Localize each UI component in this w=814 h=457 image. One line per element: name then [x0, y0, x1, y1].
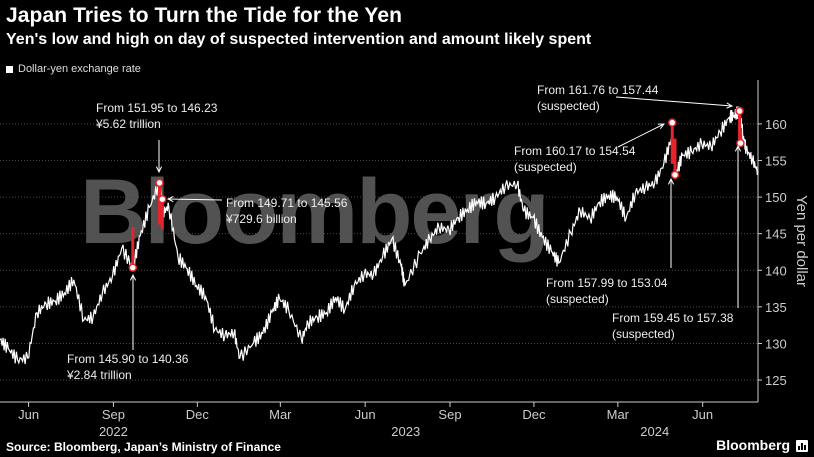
x-tick-label: Sep	[438, 407, 461, 422]
annotation-range-label: From 157.99 to 153.04	[546, 276, 668, 290]
annotation-amount-label: (suspected)	[612, 327, 675, 341]
intervention-marker	[128, 263, 138, 272]
arrow-head	[129, 273, 137, 281]
arrow-head	[155, 166, 163, 174]
annotation-amount-label: ¥2.84 trillion	[66, 368, 132, 382]
x-tick-label: Sep	[102, 407, 125, 422]
y-tick-label: 130	[765, 336, 787, 351]
x-tick-label: Dec	[522, 407, 546, 422]
annotation-amount-label: (suspected)	[514, 160, 577, 174]
y-tick-label: 140	[765, 263, 787, 278]
y-tick-label: 150	[765, 190, 787, 205]
annotation-amount-label: ¥5.62 trillion	[95, 117, 161, 131]
intervention-marker	[158, 194, 167, 204]
x-tick-label: Mar	[607, 407, 630, 422]
series-line	[0, 106, 759, 365]
arrow-head	[734, 144, 742, 152]
y-tick-label: 125	[765, 373, 787, 388]
brand-logo-text: Bloomberg	[716, 437, 790, 453]
x-year-label: 2024	[640, 424, 669, 439]
arrow-head	[667, 177, 675, 185]
intervention-marker	[735, 106, 744, 116]
annotation-arrow	[615, 96, 733, 107]
legend: Dollar-yen exchange rate	[6, 63, 141, 75]
y-tick-label: 160	[765, 117, 787, 132]
annotation-amount-label: (suspected)	[537, 99, 600, 113]
annotation-range-label: From 151.95 to 146.23	[96, 101, 218, 115]
chart-subtitle: Yen's low and high on day of suspected i…	[6, 31, 592, 48]
legend-label: Dollar-yen exchange rate	[18, 63, 141, 75]
annotation-range-label: From 161.76 to 157.44	[537, 83, 659, 97]
annotation-arrow	[167, 198, 223, 201]
annotation-range-label: From 159.45 to 157.38	[612, 311, 734, 325]
arrow-head	[726, 102, 734, 109]
annotation-range-label: From 160.17 to 154.54	[514, 144, 636, 158]
x-tick-label: Jun	[18, 407, 39, 422]
y-tick-label: 155	[765, 154, 787, 169]
source-note: Source: Bloomberg, Japan’s Ministry of F…	[6, 440, 281, 454]
x-tick-label: Jun	[355, 407, 376, 422]
intervention-marker	[736, 138, 745, 148]
annotation-range-label: From 149.71 to 145.56	[226, 196, 348, 210]
chart-title: Japan Tries to Turn the Tide for the Yen	[6, 4, 403, 27]
bar-chart-icon	[796, 440, 808, 452]
annotation-range-label: From 145.90 to 140.36	[67, 352, 189, 366]
y-tick-label: 135	[765, 300, 787, 315]
intervention-marker	[667, 118, 677, 127]
arrow-head	[657, 123, 666, 130]
x-year-label: 2022	[99, 424, 128, 439]
x-year-label: 2023	[391, 424, 420, 439]
annotation-arrow	[617, 123, 665, 148]
y-tick-label: 145	[765, 227, 787, 242]
y-axis-title: Yen per dollar	[793, 195, 810, 287]
x-tick-label: Mar	[269, 407, 292, 422]
x-tick-label: Dec	[186, 407, 210, 422]
annotation-amount-label: (suspected)	[546, 292, 609, 306]
intervention-marker	[670, 170, 680, 180]
legend-swatch	[6, 65, 13, 73]
intervention-marker	[155, 178, 164, 188]
annotation-amount-label: ¥729.6 billion	[225, 212, 297, 226]
x-tick-label: Jun	[692, 407, 713, 422]
arrow-head	[166, 196, 174, 203]
